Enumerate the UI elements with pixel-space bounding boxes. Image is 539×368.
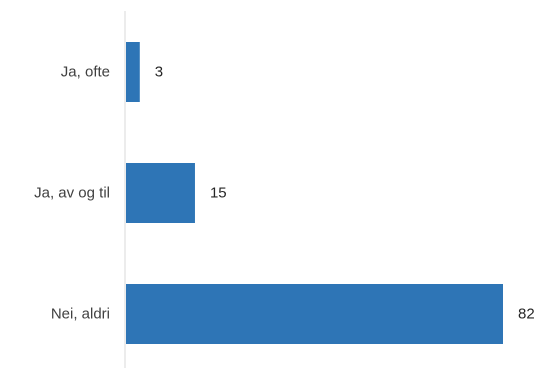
data-label-2: 15 (210, 185, 227, 202)
data-labels: 3 15 82 (155, 64, 535, 323)
category-labels: Ja, ofte Ja, av og til Nei, aldri (34, 64, 110, 323)
bar-3 (126, 284, 503, 344)
category-label-2: Ja, av og til (34, 185, 110, 202)
bar-2 (126, 163, 195, 223)
category-label-3: Nei, aldri (51, 306, 110, 323)
data-label-1: 3 (155, 64, 163, 81)
data-label-3: 82 (518, 306, 535, 323)
bars-group (126, 42, 503, 344)
category-label-1: Ja, ofte (61, 64, 110, 81)
bar-1 (126, 42, 140, 102)
